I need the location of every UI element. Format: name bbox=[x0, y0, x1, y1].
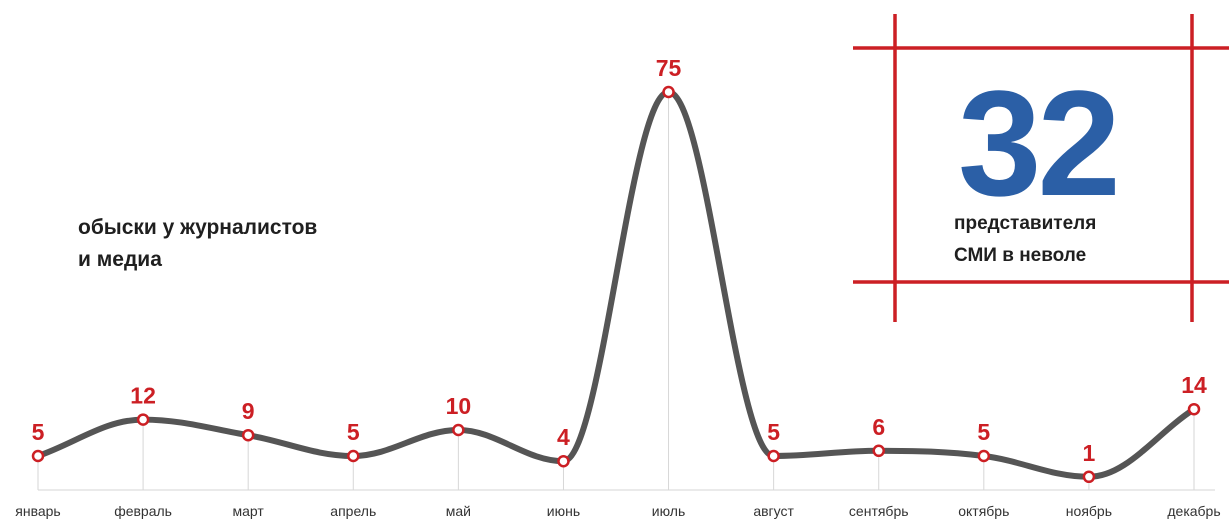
stat-box-caption-line-2: СМИ в неволе bbox=[954, 245, 1087, 266]
data-point bbox=[1187, 402, 1201, 416]
x-tick-label: май bbox=[446, 503, 471, 519]
data-label: 5 bbox=[977, 419, 990, 445]
x-tick-label: июнь bbox=[547, 503, 580, 519]
data-point bbox=[136, 413, 150, 426]
data-point bbox=[452, 423, 465, 437]
data-point bbox=[347, 449, 360, 463]
data-point bbox=[1082, 470, 1096, 484]
x-tick-label: июль bbox=[652, 503, 685, 519]
stat-box-caption: представителя СМИ в неволе bbox=[954, 208, 1096, 272]
data-point bbox=[977, 449, 991, 463]
stat-box-frame bbox=[853, 14, 1229, 322]
data-label: 9 bbox=[242, 398, 255, 424]
data-point bbox=[557, 454, 570, 468]
data-markers bbox=[31, 85, 1201, 484]
stat-box-number: 32 bbox=[958, 59, 1121, 227]
x-tick-label: декабрь bbox=[1167, 503, 1220, 519]
data-label: 5 bbox=[767, 419, 780, 445]
data-point bbox=[241, 428, 255, 442]
x-tick-label: март bbox=[233, 503, 265, 519]
data-point bbox=[662, 85, 675, 99]
x-tick-label: ноябрь bbox=[1066, 503, 1112, 519]
data-labels: 5 12 9 5 10 4 75 5 6 5 1 14 bbox=[32, 55, 1207, 466]
data-label: 5 bbox=[32, 419, 45, 445]
data-label: 4 bbox=[557, 424, 570, 450]
chart-subtitle: обыски у журналистов и медиа bbox=[78, 212, 398, 276]
data-point bbox=[767, 449, 780, 463]
x-tick-label: февраль bbox=[114, 503, 172, 519]
stat-box-caption-line-1: представителя bbox=[954, 213, 1097, 234]
x-tick-label: январь bbox=[15, 503, 60, 519]
data-label: 10 bbox=[446, 393, 472, 419]
data-label: 5 bbox=[347, 419, 360, 445]
data-label: 14 bbox=[1181, 372, 1207, 398]
x-tick-label: сентябрь bbox=[849, 503, 909, 519]
chart-subtitle-line-1: обыски у журналистов bbox=[78, 216, 318, 239]
x-tick-labels: январь февраль март апрель май июнь июль август… bbox=[15, 503, 1220, 519]
x-tick-label: апрель bbox=[330, 503, 376, 519]
data-point bbox=[31, 449, 45, 463]
chart-subtitle-line-2: и медиа bbox=[78, 248, 162, 271]
x-tick-label: октябрь bbox=[958, 503, 1009, 519]
data-label: 6 bbox=[872, 414, 885, 440]
x-tick-label: август bbox=[753, 503, 794, 519]
data-label: 75 bbox=[656, 55, 682, 81]
data-point bbox=[872, 444, 885, 458]
data-label: 12 bbox=[130, 383, 156, 409]
data-label: 1 bbox=[1083, 440, 1096, 466]
